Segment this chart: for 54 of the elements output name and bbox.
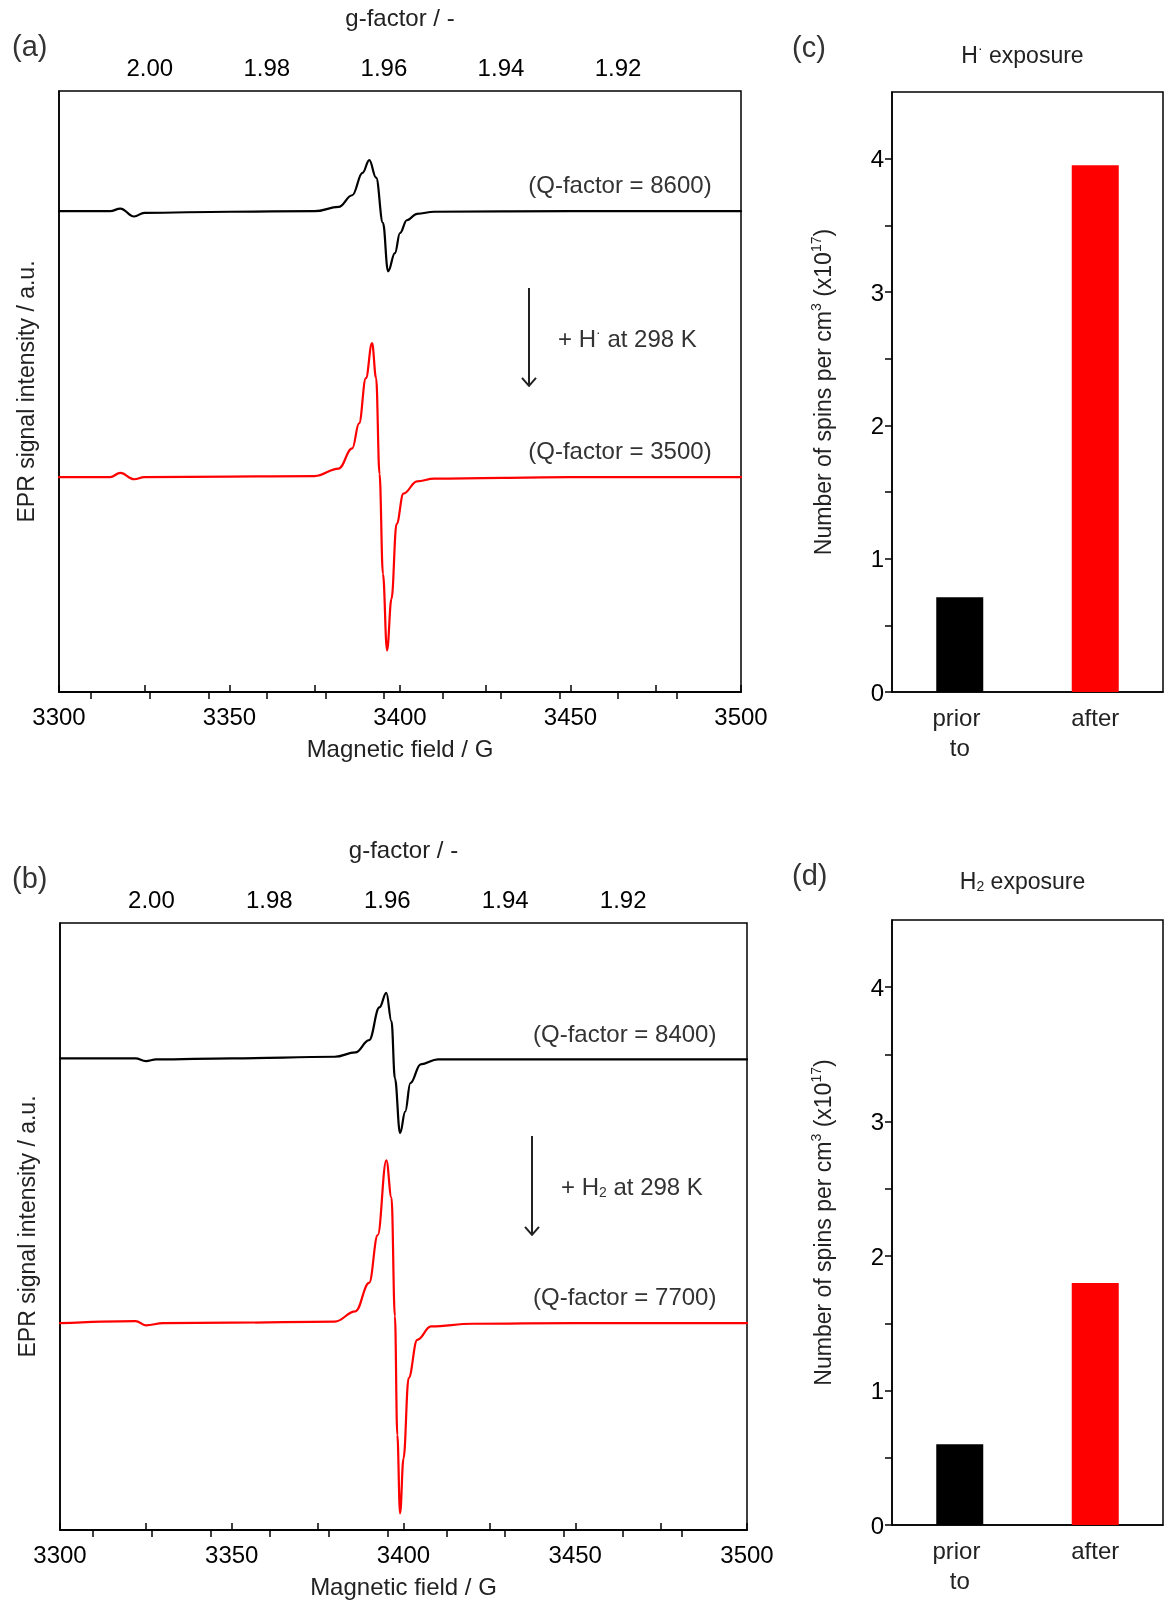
x-tick-label: 3400 <box>376 1540 431 1568</box>
x2-tick-label: 1.94 <box>477 53 525 81</box>
y-axis-title: EPR signal intensity / a.u. <box>13 1095 40 1358</box>
x2-tick-label: 1.98 <box>243 53 291 81</box>
y-axis-title: Number of spins per cm3 (x1017) <box>808 1059 836 1386</box>
x-tick-label: after <box>1071 1536 1120 1564</box>
x-tick-label: 3450 <box>548 1540 602 1568</box>
y-tick-label: 4 <box>870 145 884 173</box>
y-tick-label: 2 <box>870 1242 884 1270</box>
annotation: (Q-factor = 8600) <box>528 170 712 198</box>
x2-tick-label: 2.00 <box>126 53 174 81</box>
x-tick-label: 3350 <box>205 1540 259 1568</box>
x-axis-title: Magnetic field / G <box>310 1572 497 1600</box>
x2-tick-label: 1.92 <box>594 53 642 81</box>
text: (b) <box>12 861 48 894</box>
y-tick-label: 3 <box>870 1108 884 1136</box>
y-tick-label: 1 <box>870 1377 884 1405</box>
annotation: (Q-factor = 8400) <box>533 1019 717 1047</box>
text: (c) <box>792 30 826 63</box>
x2-tick-label: 2.00 <box>128 885 175 913</box>
y-tick-label: 1 <box>870 545 884 573</box>
x-tick-label: after <box>1071 703 1120 731</box>
x-tick-label: prior to <box>932 1536 988 1594</box>
x2-tick-label: 1.96 <box>360 53 408 81</box>
x2-tick-label: 1.98 <box>245 885 293 913</box>
x-tick-label: 3400 <box>373 702 427 730</box>
y-tick-label: 4 <box>870 973 884 1001</box>
x-tick-label: 3300 <box>32 702 86 730</box>
x2-axis-title: g-factor / - <box>348 835 459 863</box>
x-tick-label: 3500 <box>714 702 768 730</box>
x-tick-label: 3450 <box>543 702 598 730</box>
chart-title: H· exposure <box>961 40 1084 68</box>
annotation: (Q-factor = 3500) <box>528 436 712 464</box>
text: (d) <box>792 858 828 891</box>
x-axis-title: Magnetic field / G <box>306 734 494 762</box>
chart-title: H2 exposure <box>959 868 1086 894</box>
y-tick-label: 3 <box>870 278 884 306</box>
annotation: (Q-factor = 7700) <box>533 1283 717 1311</box>
x-tick-label: 3300 <box>33 1540 87 1568</box>
x-tick-label: 3350 <box>202 702 257 730</box>
x2-axis-title: g-factor / - <box>345 3 455 31</box>
y-tick-label: 0 <box>870 678 884 706</box>
x2-tick-label: 1.96 <box>363 885 411 913</box>
y-axis-title: Number of spins per cm3 (x1017) <box>808 228 836 556</box>
text: (a) <box>12 29 48 62</box>
annotation: + H· at 298 K <box>558 323 697 352</box>
x-tick-label: 3500 <box>720 1540 774 1568</box>
annotation: + H2 at 298 K <box>560 1173 703 1201</box>
x2-tick-label: 1.94 <box>481 885 529 913</box>
y-tick-label: 2 <box>870 411 884 439</box>
x-tick-label: prior to <box>932 703 988 761</box>
y-tick-label: 0 <box>870 1511 884 1539</box>
x2-tick-label: 1.92 <box>599 885 647 913</box>
y-axis-title: EPR signal intensity / a.u. <box>12 260 39 523</box>
